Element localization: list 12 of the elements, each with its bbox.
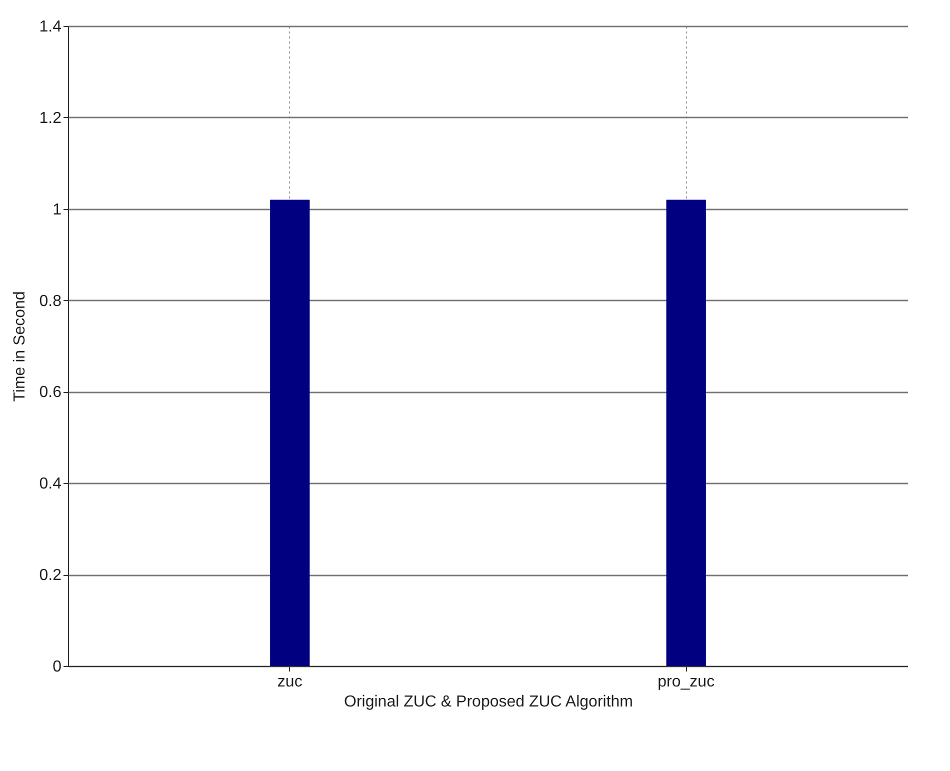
x-axis-title: Original ZUC & Proposed ZUC Algorithm (344, 694, 633, 710)
y-tick-label: 0.8 (39, 292, 62, 310)
y-tick-label: 1.4 (39, 18, 62, 36)
y-tick-label: 0.4 (39, 476, 62, 493)
x-tick-label: pro_zuc (658, 674, 715, 690)
y-axis-title: Time in Second (11, 291, 28, 402)
y-tick-label: 0.6 (39, 384, 62, 402)
y-tick-label: 0 (52, 658, 62, 676)
y-tick-label: 1.2 (39, 110, 62, 127)
x-tick-label: zuc (277, 674, 302, 690)
y-tick-label: 1 (52, 201, 62, 218)
y-tick-label: 0.2 (39, 567, 62, 584)
